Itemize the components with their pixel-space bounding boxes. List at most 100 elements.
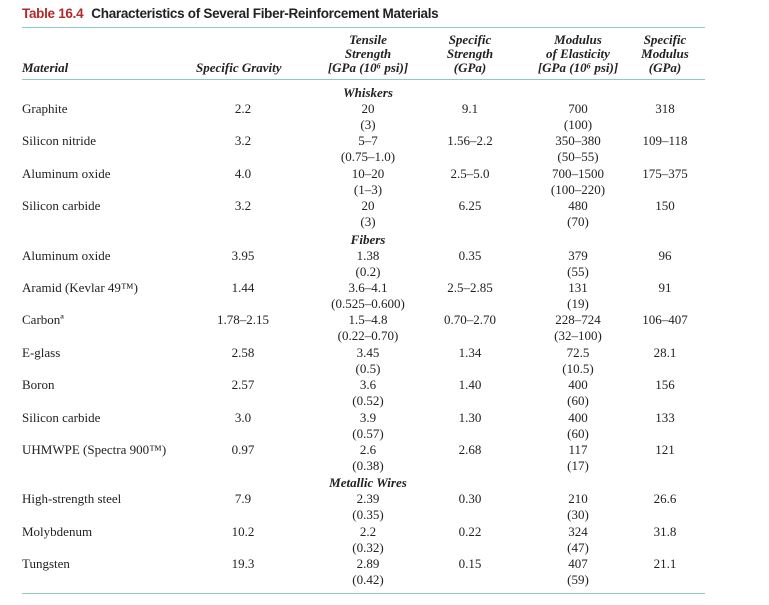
material-cell: Aluminum oxide xyxy=(22,165,111,181)
modulus-psi: (19) xyxy=(567,295,589,311)
modulus-psi: (50–55) xyxy=(557,149,599,165)
specific-strength-cell: 6.25 xyxy=(458,198,482,214)
specific-gravity-cell: 19.3 xyxy=(231,556,255,572)
specific-strength-cell: 2.5–2.85 xyxy=(447,279,493,295)
specific-strength-cell: 1.40 xyxy=(458,377,482,393)
tensile-psi: (0.75–1.0) xyxy=(340,149,396,165)
table-row: Carbonª 1.78–2.15 1.5–4.8 (0.22–0.70) 0.7… xyxy=(22,312,705,344)
tensile-strength-cell: 3.9 (0.57) xyxy=(313,410,423,442)
modulus-psi: (32–100) xyxy=(554,328,602,344)
top-rule xyxy=(22,27,705,28)
table-row: Silicon nitride 3.2 5–7 (0.75–1.0) 1.56–2… xyxy=(22,133,705,165)
specific-gravity-cell: 7.9 xyxy=(234,491,252,507)
tensile-gpa: 2.89 xyxy=(356,556,380,572)
tensile-gpa: 3.9 xyxy=(359,409,377,425)
specific-strength-cell: 1.56–2.2 xyxy=(447,133,493,149)
tensile-psi: (0.2) xyxy=(355,263,381,279)
modulus-cell: 210 (30) xyxy=(523,491,633,523)
modulus-gpa: 72.5 xyxy=(566,344,590,360)
specific-gravity-cell: 1.44 xyxy=(231,279,255,295)
tensile-psi: (0.35) xyxy=(352,507,384,523)
specific-strength-cell: 2.5–5.0 xyxy=(450,165,490,181)
header-specific-gravity: Specific Gravity xyxy=(196,60,282,75)
section-header-row: Metallic Wires xyxy=(22,474,705,491)
specific-modulus-cell: 109–118 xyxy=(642,133,688,149)
table-row: High-strength steel 7.9 2.39 (0.35) 0.30 … xyxy=(22,491,705,523)
material-cell: Aramid (Kevlar 49™) xyxy=(22,279,138,295)
specific-strength-cell: 1.34 xyxy=(458,344,482,360)
header-line: Specific xyxy=(448,32,492,47)
modulus-cell: 350–380 (50–55) xyxy=(523,133,633,165)
modulus-gpa: 228–724 xyxy=(555,312,601,328)
tensile-strength-cell: 3.6–4.1 (0.525–0.600) xyxy=(313,280,423,312)
modulus-gpa: 400 xyxy=(568,377,588,393)
specific-gravity-cell: 3.95 xyxy=(231,247,255,263)
material-cell: Tungsten xyxy=(22,556,70,572)
material-cell: Silicon carbide xyxy=(22,198,101,214)
material-cell: Silicon carbide xyxy=(22,409,101,425)
specific-gravity-cell: 3.2 xyxy=(234,198,252,214)
specific-modulus-cell: 91 xyxy=(658,279,672,295)
tensile-strength-cell: 3.6 (0.52) xyxy=(313,377,423,409)
modulus-psi: (55) xyxy=(567,263,589,279)
specific-modulus-cell: 318 xyxy=(655,101,675,116)
modulus-cell: 700 (100) xyxy=(523,101,633,133)
tensile-gpa: 20 xyxy=(361,101,375,116)
modulus-cell: 228–724 (32–100) xyxy=(523,312,633,344)
header-line: [GPa (10⁶ psi)] xyxy=(537,60,619,75)
modulus-psi: (60) xyxy=(567,393,589,409)
specific-modulus-cell: 150 xyxy=(655,198,675,214)
tensile-psi: (0.52) xyxy=(352,393,384,409)
specific-strength-cell: 9.1 xyxy=(461,101,479,116)
header-line: (GPa) xyxy=(453,60,487,75)
material-cell: Carbonª xyxy=(22,312,64,328)
specific-modulus-cell: 21.1 xyxy=(653,556,677,572)
specific-modulus-cell: 31.8 xyxy=(653,523,677,539)
modulus-cell: 324 (47) xyxy=(523,524,633,556)
specific-gravity-cell: 1.78–2.15 xyxy=(217,312,269,328)
modulus-cell: 117 (17) xyxy=(523,442,633,474)
specific-gravity-cell: 2.58 xyxy=(231,344,255,360)
header-line: Modulus xyxy=(641,46,689,61)
specific-gravity-cell: 3.0 xyxy=(234,409,252,425)
table-body: Whiskers Graphite 2.2 20 (3) 9.1 700 (100)… xyxy=(22,84,705,588)
modulus-psi: (70) xyxy=(567,214,589,230)
header-specific-modulus: Specific Modulus (GPa) xyxy=(625,33,705,75)
table-row: Silicon carbide 3.0 3.9 (0.57) 1.30 400 (6… xyxy=(22,410,705,442)
table-row: Silicon carbide 3.2 20 (3) 6.25 480 (70) 1… xyxy=(22,198,705,230)
tensile-psi: (0.38) xyxy=(352,457,384,473)
tensile-psi: (1–3) xyxy=(353,181,383,197)
table-row: Aluminum oxide 3.95 1.38 (0.2) 0.35 379 (5… xyxy=(22,248,705,280)
tensile-strength-cell: 1.38 (0.2) xyxy=(313,248,423,280)
tensile-psi: (3) xyxy=(360,214,376,230)
bottom-rule xyxy=(22,593,705,594)
specific-modulus-cell: 175–375 xyxy=(642,165,688,181)
header-line: [GPa (10⁶ psi)] xyxy=(327,60,409,75)
specific-strength-cell: 0.35 xyxy=(458,247,482,263)
modulus-gpa: 700 xyxy=(568,101,588,116)
specific-strength-cell: 1.30 xyxy=(458,409,482,425)
tensile-gpa: 2.2 xyxy=(359,523,377,539)
table-row: UHMWPE (Spectra 900™) 0.97 2.6 (0.38) 2.6… xyxy=(22,442,705,474)
section-header: Whiskers xyxy=(343,85,393,100)
tensile-gpa: 10–20 xyxy=(351,165,385,181)
modulus-cell: 407 (59) xyxy=(523,556,633,588)
tensile-psi: (3) xyxy=(360,117,376,132)
modulus-psi: (100–220) xyxy=(550,181,606,197)
table-row: Boron 2.57 3.6 (0.52) 1.40 400 (60) 156 xyxy=(22,377,705,409)
tensile-strength-cell: 2.6 (0.38) xyxy=(313,442,423,474)
modulus-psi: (17) xyxy=(567,457,589,473)
specific-modulus-cell: 26.6 xyxy=(653,491,677,507)
tensile-strength-cell: 3.45 (0.5) xyxy=(313,345,423,377)
modulus-cell: 400 (60) xyxy=(523,410,633,442)
modulus-psi: (10.5) xyxy=(562,360,594,376)
header-line: of Elasticity xyxy=(546,46,610,61)
specific-modulus-cell: 156 xyxy=(655,377,675,393)
modulus-gpa: 131 xyxy=(568,279,588,295)
modulus-cell: 400 (60) xyxy=(523,377,633,409)
material-cell: Aluminum oxide xyxy=(22,247,111,263)
modulus-cell: 72.5 (10.5) xyxy=(523,345,633,377)
tensile-gpa: 3.45 xyxy=(356,344,380,360)
tensile-gpa: 1.38 xyxy=(356,247,380,263)
modulus-gpa: 379 xyxy=(568,247,588,263)
